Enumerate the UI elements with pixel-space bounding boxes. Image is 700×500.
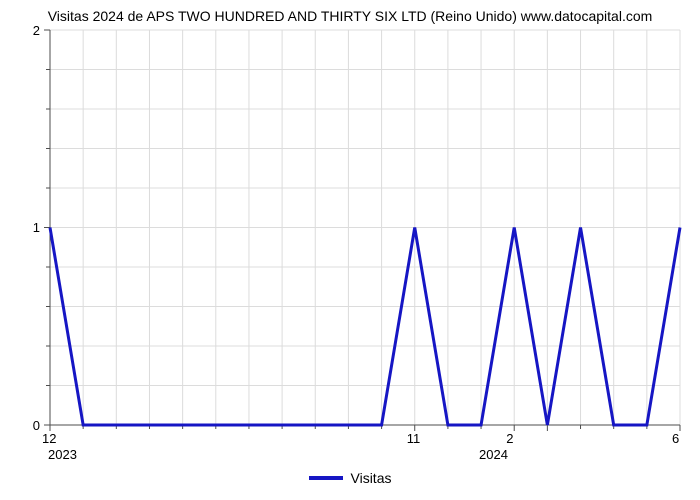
x-tick-label: 11 [407, 431, 421, 446]
x-tick-label: 12 [42, 431, 56, 446]
chart-title: Visitas 2024 de APS TWO HUNDRED AND THIR… [0, 8, 700, 24]
x-tick-label: 6 [672, 431, 679, 446]
x-secondary-label: 2024 [479, 447, 508, 462]
legend-swatch [309, 476, 343, 480]
y-tick-label: 0 [33, 418, 40, 433]
legend: Visitas [0, 470, 700, 486]
x-tick-label: 2 [506, 431, 513, 446]
line-chart-svg [42, 28, 682, 435]
chart-container: { "title": { "text": "Visitas 2024 de AP… [0, 0, 700, 500]
y-tick-label: 2 [33, 23, 40, 38]
x-secondary-label: 2023 [48, 447, 77, 462]
chart-title-text: Visitas 2024 de APS TWO HUNDRED AND THIR… [48, 8, 653, 24]
legend-label: Visitas [351, 470, 392, 486]
y-tick-label: 1 [33, 220, 40, 235]
plot-area [50, 30, 680, 425]
